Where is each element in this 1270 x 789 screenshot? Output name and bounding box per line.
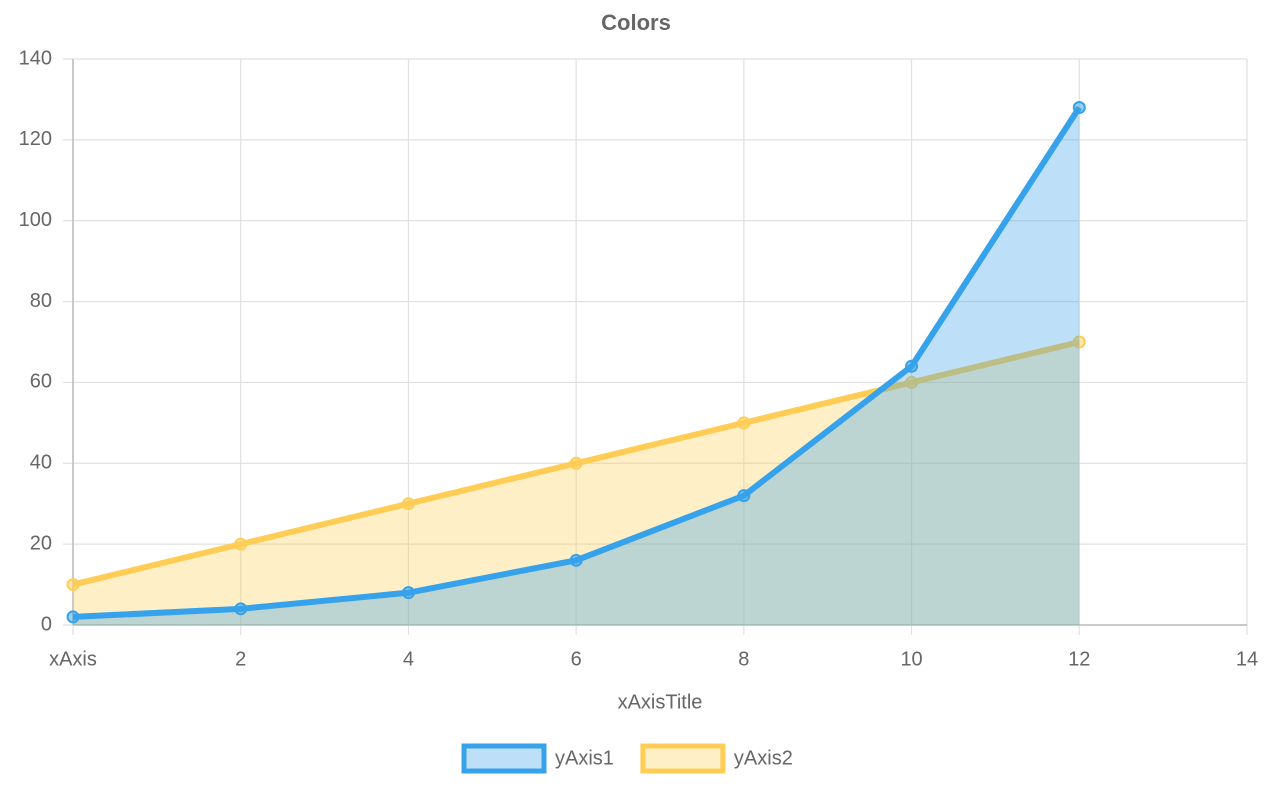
series-area <box>73 342 1080 625</box>
series-area <box>73 107 1080 625</box>
legend-label: yAxis2 <box>734 747 793 769</box>
data-point <box>569 553 583 567</box>
y-tick-label: 140 <box>19 47 52 69</box>
x-axis-title: xAxisTitle <box>618 691 703 713</box>
data-point <box>234 602 248 616</box>
data-point <box>1072 101 1086 115</box>
y-tick-label: 60 <box>30 371 52 393</box>
x-tick-label: 14 <box>1236 648 1258 670</box>
x-tick-label: 8 <box>738 648 749 670</box>
data-point <box>401 497 415 511</box>
data-point <box>905 375 919 389</box>
y-tick-label: 0 <box>41 613 52 635</box>
legend-swatch <box>640 743 726 774</box>
y-tick-label: 20 <box>30 532 52 554</box>
data-point <box>1072 335 1086 349</box>
x-tick-label: 10 <box>900 648 922 670</box>
y-tick-label: 120 <box>19 128 52 150</box>
x-tick-label: 2 <box>235 648 246 670</box>
x-tick-label: 4 <box>403 648 414 670</box>
chart-title: Colors <box>601 10 671 35</box>
data-point <box>66 578 80 592</box>
x-tick-label: 6 <box>571 648 582 670</box>
x-tick-label: xAxis <box>49 648 97 670</box>
legend-swatch <box>461 743 547 774</box>
data-point <box>905 359 919 373</box>
y-tick-label: 40 <box>30 452 52 474</box>
data-point <box>737 489 751 503</box>
data-point <box>66 610 80 624</box>
data-point <box>569 456 583 470</box>
y-tick-label: 80 <box>30 290 52 312</box>
x-tick-label: 12 <box>1068 648 1090 670</box>
data-point <box>737 416 751 430</box>
y-tick-label: 100 <box>19 209 52 231</box>
data-point <box>401 586 415 600</box>
legend-label: yAxis1 <box>555 747 614 769</box>
data-point <box>234 537 248 551</box>
